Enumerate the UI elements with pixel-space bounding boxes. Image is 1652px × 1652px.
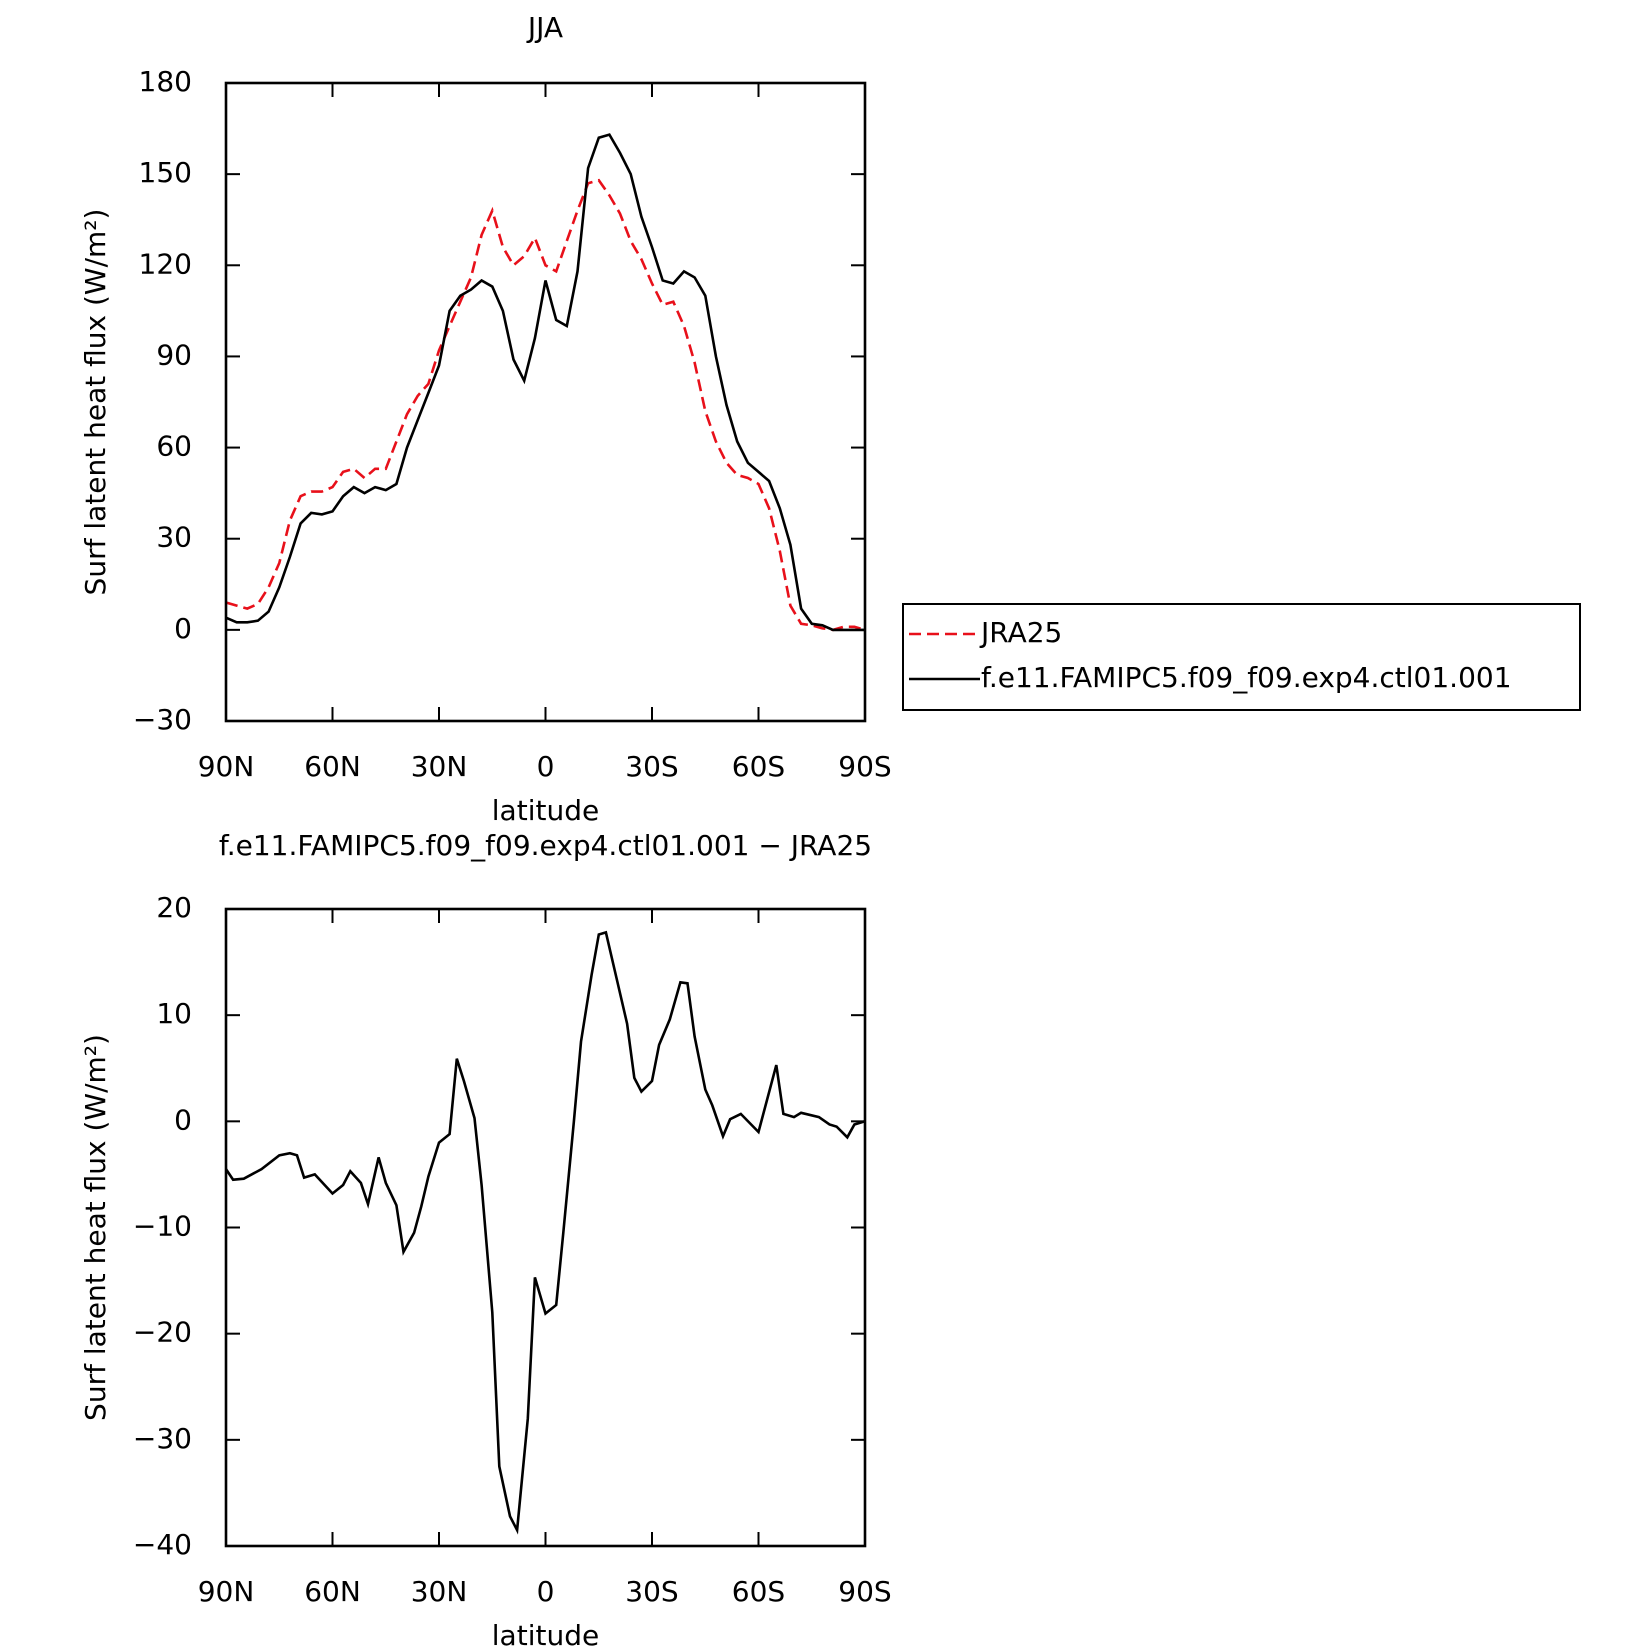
x-tick-label: 30S: [625, 750, 678, 783]
x-tick-label: 90S: [838, 1575, 891, 1608]
legend-label: JRA25: [979, 616, 1062, 649]
y-tick-label: 180: [139, 65, 192, 98]
y-tick-label: −40: [133, 1528, 192, 1561]
y-tick-label: −30: [133, 1422, 192, 1455]
y-tick-label: −30: [133, 703, 192, 736]
y-tick-label: 0: [174, 612, 192, 645]
y-tick-label: −20: [133, 1316, 192, 1349]
data-line: [225, 133, 865, 632]
y-tick-label: 30: [156, 521, 192, 554]
y-tick-label: 20: [156, 891, 192, 924]
x-tick-label: 30N: [411, 750, 468, 783]
chart-title: JJA: [526, 11, 563, 44]
y-tick-label: 120: [139, 247, 192, 280]
x-tick-label: 30S: [625, 1575, 678, 1608]
y-tick-label: 0: [174, 1103, 192, 1136]
y-axis-label: Surf latent heat flux (W/m²): [79, 1034, 112, 1421]
x-tick-label: 0: [537, 750, 555, 783]
y-tick-label: 10: [156, 997, 192, 1030]
x-tick-label: 60N: [304, 750, 361, 783]
legend-box: [902, 603, 1581, 711]
y-tick-label: −10: [133, 1210, 192, 1243]
x-axis-label: latitude: [492, 1619, 599, 1652]
plot-frame: [224, 81, 867, 723]
x-tick-label: 90N: [198, 1575, 255, 1608]
x-tick-label: 60S: [732, 750, 785, 783]
x-axis-label: latitude: [492, 794, 599, 827]
y-tick-label: 150: [139, 156, 192, 189]
y-axis-label: Surf latent heat flux (W/m²): [79, 209, 112, 596]
plot-frame: [224, 907, 867, 1548]
x-tick-label: 0: [537, 1575, 555, 1608]
chart-title: f.e11.FAMIPC5.f09_f09.exp4.ctl01.001 − J…: [219, 829, 872, 862]
x-tick-label: 30N: [411, 1575, 468, 1608]
x-tick-label: 90N: [198, 750, 255, 783]
x-tick-label: 60N: [304, 1575, 361, 1608]
y-tick-label: 60: [156, 430, 192, 463]
x-tick-label: 60S: [732, 1575, 785, 1608]
data-line: [224, 930, 866, 1535]
data-line: [225, 178, 866, 632]
legend-label: f.e11.FAMIPC5.f09_f09.exp4.ctl01.001: [981, 661, 1512, 694]
x-tick-label: 90S: [838, 750, 891, 783]
y-tick-label: 90: [156, 338, 192, 371]
